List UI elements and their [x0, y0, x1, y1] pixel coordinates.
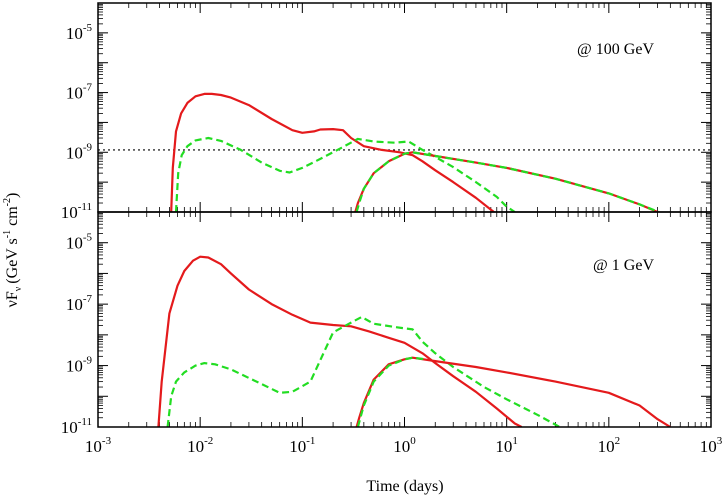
x-tick-label: 100 [393, 435, 416, 456]
panel-annotation: @ 1 GeV [593, 257, 654, 274]
panel-annotation: @ 100 GeV [577, 41, 654, 58]
panel-100gev: 10-11 10-9 10-7 10-5 @ 100 GeV [61, 2, 712, 222]
series-line [170, 92, 495, 212]
y-tick-label: 10-9 [66, 141, 93, 162]
series-line [355, 151, 660, 212]
x-tick-label: 10-3 [85, 435, 112, 456]
series-line [166, 315, 561, 427]
y-tick-label: 10-9 [66, 355, 93, 376]
x-tick-label: 10-1 [289, 435, 315, 456]
panel-frame [97, 2, 712, 213]
y-tick-label: 10-11 [61, 201, 92, 222]
series-line [157, 255, 523, 427]
series-line [355, 356, 671, 427]
x-axis-title: Time (days) [366, 478, 443, 495]
series-line [356, 356, 426, 427]
y-tick-label: 10-5 [66, 22, 93, 43]
series-line [174, 136, 516, 212]
x-tick-label: 101 [495, 435, 517, 456]
panel-1gev: 10-11 10-9 10-7 10-5 @ 1 GeV [61, 211, 712, 437]
y-tick-label: 10-7 [66, 293, 93, 314]
y-axis-title: νFν(GeV s-1 cm-2) [2, 193, 24, 308]
x-tick-label: 102 [598, 435, 621, 456]
x-axis-ticks: 10-3 10-2 10-1 100 101 102 103 [85, 435, 723, 456]
x-tick-label: 103 [700, 435, 723, 456]
y-tick-label: 10-5 [66, 232, 93, 253]
x-tick-label: 10-2 [187, 435, 213, 456]
y-tick-label: 10-7 [66, 82, 93, 103]
panel-frame [97, 211, 712, 428]
y-tick-label: 10-11 [61, 416, 92, 437]
